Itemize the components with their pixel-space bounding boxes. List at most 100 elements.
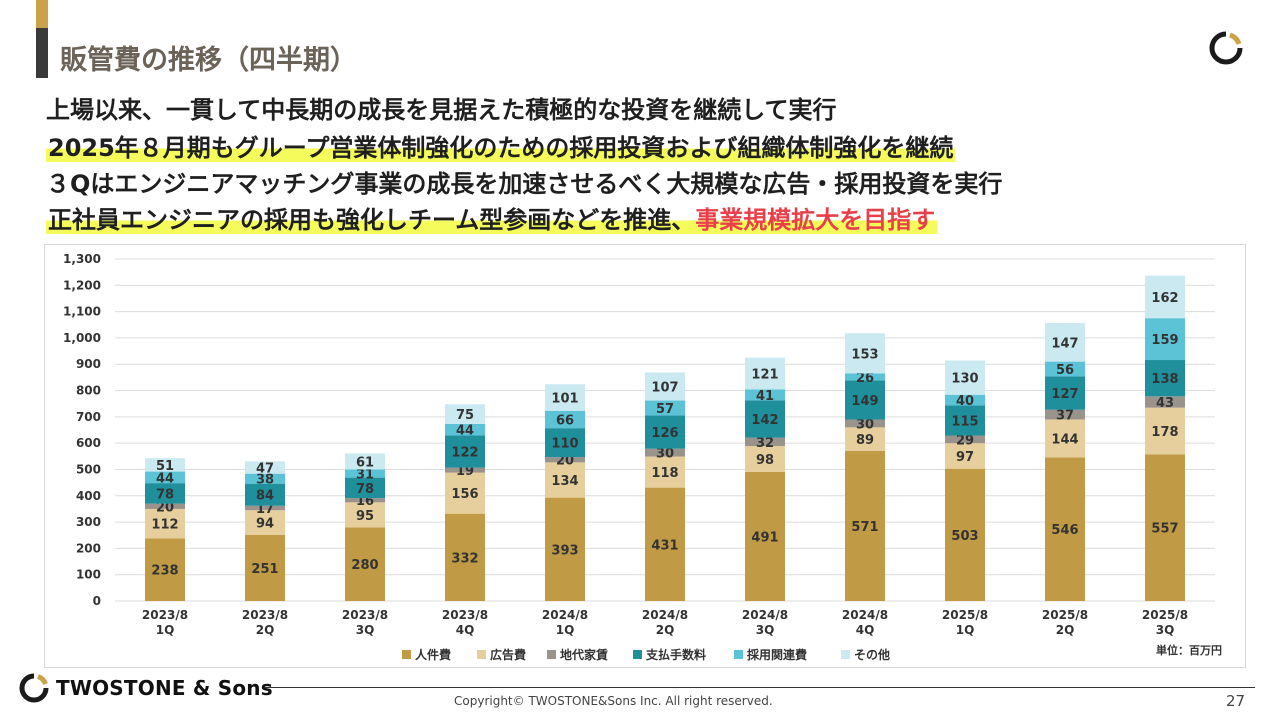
x-tick-label-year: 2024/8 <box>542 608 588 622</box>
bar-segment-2 <box>945 435 985 444</box>
legend-label: 支払手数料 <box>645 647 706 662</box>
bar-segment-0 <box>845 450 885 601</box>
x-tick-label-year: 2024/8 <box>842 608 888 622</box>
x-tick-label-quarter: 3Q <box>756 623 775 637</box>
data-label: 75 <box>456 408 474 423</box>
bar-segment-5 <box>345 453 385 470</box>
headline-1: 上場以来、一貫して中長期の成長を見据えた積極的な投資を継続して実行 <box>46 95 837 125</box>
footer-brand: TWOSTONE & Sons <box>56 676 273 700</box>
data-label: 89 <box>856 433 874 448</box>
x-tick-label-year: 2023/8 <box>142 608 188 622</box>
data-label: 30 <box>656 447 674 462</box>
data-label: 557 <box>1151 522 1178 537</box>
bar-segment-4 <box>145 471 185 484</box>
page-number: 27 <box>1226 692 1246 710</box>
data-label: 393 <box>551 543 578 558</box>
data-label: 47 <box>256 461 274 476</box>
bar-segment-4 <box>845 373 885 381</box>
legend-swatch <box>547 650 556 659</box>
bar-segment-1 <box>1145 407 1185 455</box>
bar-segment-0 <box>945 468 985 601</box>
x-tick-label-quarter: 1Q <box>556 623 575 637</box>
copyright-text: Copyright© TWOSTONE&Sons Inc. All right … <box>454 694 773 708</box>
bar-segment-3 <box>1145 360 1185 397</box>
footer-divider <box>265 687 1255 688</box>
bar-segment-2 <box>445 467 485 473</box>
y-tick-label: 300 <box>76 515 101 529</box>
data-label: 94 <box>256 517 274 532</box>
data-label: 156 <box>451 487 478 502</box>
legend-swatch <box>402 650 411 659</box>
bar-segment-0 <box>645 487 685 601</box>
data-label: 431 <box>651 538 678 553</box>
data-label: 121 <box>751 368 778 383</box>
data-label: 84 <box>256 489 274 504</box>
data-label: 43 <box>1156 396 1174 411</box>
bar-segment-0 <box>545 497 585 601</box>
data-label: 30 <box>856 417 874 432</box>
bar-segment-5 <box>145 458 185 472</box>
x-tick-label-quarter: 1Q <box>156 623 175 637</box>
data-label: 149 <box>851 394 878 409</box>
bar-segment-2 <box>545 457 585 463</box>
data-label: 147 <box>1051 336 1078 351</box>
x-tick-label-year: 2023/8 <box>342 608 388 622</box>
bar-segment-0 <box>445 513 485 601</box>
data-label: 332 <box>451 551 478 566</box>
data-label: 98 <box>756 453 774 468</box>
bar-segment-1 <box>945 443 985 469</box>
y-tick-label: 900 <box>76 357 101 371</box>
bar-segment-1 <box>245 510 285 535</box>
data-label: 37 <box>1056 409 1074 424</box>
bar-segment-5 <box>245 461 285 474</box>
bar-segment-0 <box>345 527 385 601</box>
data-label: 61 <box>356 455 374 470</box>
title-accent-bar <box>36 0 48 28</box>
bar-segment-4 <box>545 410 585 429</box>
bar-segment-4 <box>1145 318 1185 361</box>
y-tick-label: 1,000 <box>63 331 101 345</box>
data-label: 138 <box>1151 372 1178 387</box>
bar-segment-3 <box>645 415 685 449</box>
x-tick-label-quarter: 4Q <box>456 623 475 637</box>
bar-segment-5 <box>645 372 685 401</box>
data-label: 162 <box>1151 291 1178 306</box>
data-label: 40 <box>956 394 974 409</box>
y-tick-label: 200 <box>76 541 101 555</box>
bar-segment-3 <box>445 435 485 468</box>
x-tick-label-year: 2023/8 <box>442 608 488 622</box>
data-label: 31 <box>356 468 374 483</box>
data-label: 546 <box>1051 523 1078 538</box>
y-tick-label: 700 <box>76 410 101 424</box>
y-tick-label: 1,200 <box>63 278 101 292</box>
data-label: 126 <box>651 426 678 441</box>
bar-segment-1 <box>645 456 685 488</box>
x-tick-label-year: 2025/8 <box>1142 608 1188 622</box>
bar-segment-5 <box>445 404 485 424</box>
bar-segment-4 <box>245 473 285 484</box>
bar-segment-5 <box>745 357 785 390</box>
bar-segment-5 <box>845 333 885 374</box>
x-tick-label-quarter: 2Q <box>256 623 275 637</box>
data-label: 503 <box>951 529 978 544</box>
bar-segment-2 <box>1045 409 1085 420</box>
bar-segment-0 <box>145 538 185 601</box>
footer-logo-icon <box>19 673 49 703</box>
legend-label: 採用関連費 <box>747 647 807 662</box>
headline-3-text: ３Qはエンジニアマッチング事業の成長を加速させるべく大規模な広告・採用投資を実行 <box>46 170 1003 198</box>
data-label: 78 <box>156 487 174 502</box>
data-label: 95 <box>356 509 374 524</box>
bar-segment-1 <box>345 502 385 528</box>
page-title: 販管費の推移（四半期） <box>60 45 357 76</box>
data-label: 115 <box>951 414 978 429</box>
legend-swatch <box>734 650 743 659</box>
data-label: 118 <box>651 466 678 481</box>
data-label: 130 <box>951 372 978 387</box>
bar-segment-1 <box>545 462 585 498</box>
bar-segment-3 <box>945 405 985 436</box>
data-label: 57 <box>656 402 674 417</box>
data-label: 107 <box>651 380 678 395</box>
bar-segment-4 <box>345 469 385 478</box>
headline-4-highlight: 正社員エンジニアの採用も強化しチーム型参画などを推進、事業規模拡大を目指す <box>46 206 938 234</box>
sga-stacked-bar-chart: 0 100 200 300 400 500 600 700 800 900 1,000 1,100 1,… <box>63 252 1215 662</box>
